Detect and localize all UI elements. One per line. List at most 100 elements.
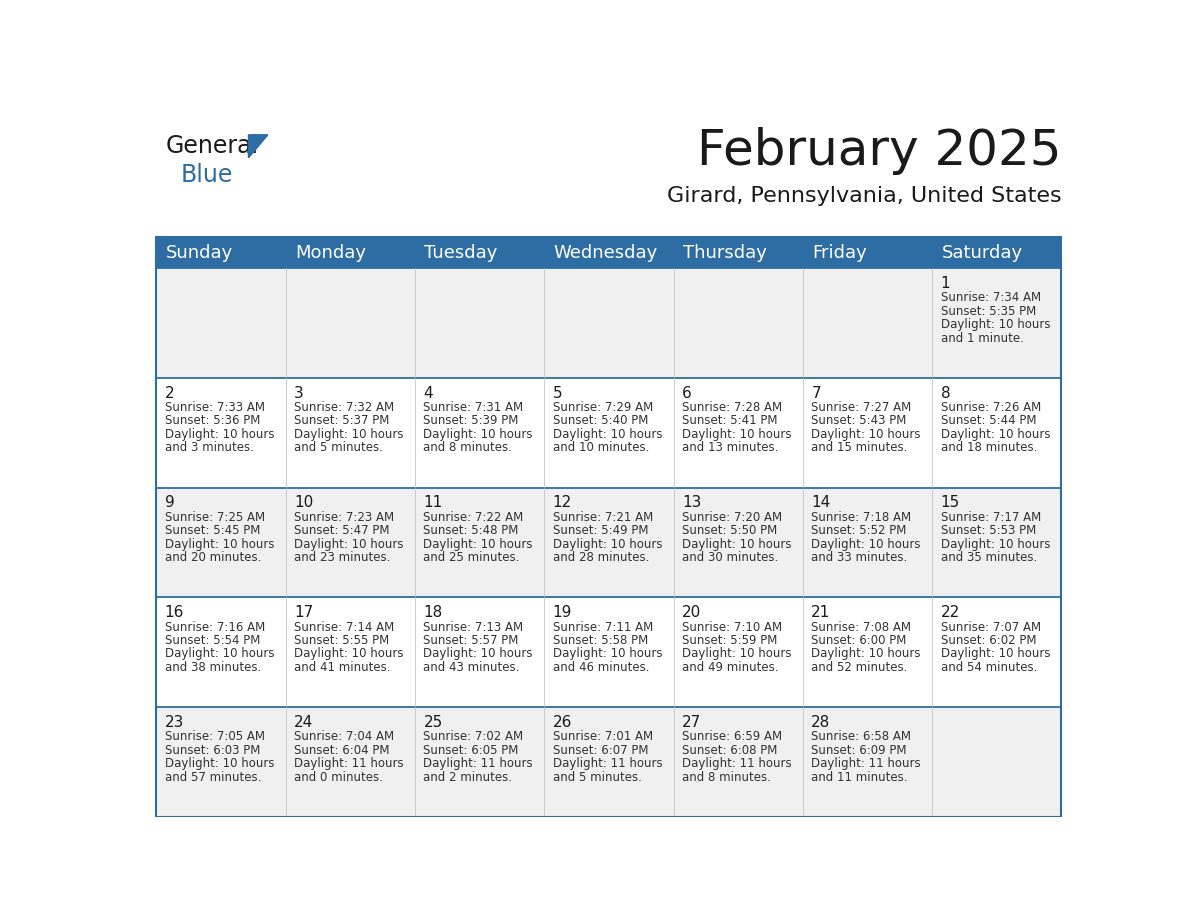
- Text: Sunset: 5:36 PM: Sunset: 5:36 PM: [165, 414, 260, 428]
- Text: Sunset: 5:41 PM: Sunset: 5:41 PM: [682, 414, 777, 428]
- Text: Friday: Friday: [813, 243, 867, 262]
- Text: Sunrise: 7:01 AM: Sunrise: 7:01 AM: [552, 731, 653, 744]
- Text: Sunrise: 7:21 AM: Sunrise: 7:21 AM: [552, 510, 653, 523]
- Text: 20: 20: [682, 605, 701, 621]
- Text: Sunrise: 7:16 AM: Sunrise: 7:16 AM: [165, 621, 265, 633]
- Text: Daylight: 10 hours: Daylight: 10 hours: [165, 428, 274, 441]
- Text: and 20 minutes.: and 20 minutes.: [165, 551, 261, 565]
- Text: Daylight: 10 hours: Daylight: 10 hours: [941, 428, 1050, 441]
- Bar: [157, 487, 285, 598]
- Bar: [157, 378, 285, 487]
- Text: Daylight: 11 hours: Daylight: 11 hours: [423, 757, 533, 770]
- Text: Daylight: 10 hours: Daylight: 10 hours: [165, 757, 274, 770]
- Text: 10: 10: [295, 496, 314, 510]
- Text: and 35 minutes.: and 35 minutes.: [941, 551, 1037, 565]
- Text: Daylight: 10 hours: Daylight: 10 hours: [423, 428, 533, 441]
- Text: Sunrise: 7:02 AM: Sunrise: 7:02 AM: [423, 731, 524, 744]
- Text: Sunrise: 7:31 AM: Sunrise: 7:31 AM: [423, 401, 524, 414]
- Text: and 0 minutes.: and 0 minutes.: [295, 771, 383, 784]
- Text: 13: 13: [682, 496, 701, 510]
- Text: Sunset: 5:57 PM: Sunset: 5:57 PM: [423, 634, 519, 647]
- Text: Sunrise: 7:26 AM: Sunrise: 7:26 AM: [941, 401, 1041, 414]
- Text: and 28 minutes.: and 28 minutes.: [552, 551, 649, 565]
- Bar: [674, 268, 803, 378]
- Text: Saturday: Saturday: [941, 243, 1023, 262]
- Text: Sunset: 5:47 PM: Sunset: 5:47 PM: [295, 524, 390, 537]
- Bar: [415, 707, 544, 817]
- Text: Daylight: 10 hours: Daylight: 10 hours: [811, 647, 921, 660]
- Text: and 46 minutes.: and 46 minutes.: [552, 661, 649, 674]
- Text: and 23 minutes.: and 23 minutes.: [295, 551, 391, 565]
- Bar: [415, 598, 544, 707]
- Bar: [544, 707, 674, 817]
- Text: and 8 minutes.: and 8 minutes.: [423, 442, 512, 454]
- Text: Sunset: 5:55 PM: Sunset: 5:55 PM: [295, 634, 390, 647]
- Text: 14: 14: [811, 496, 830, 510]
- Text: Sunset: 6:05 PM: Sunset: 6:05 PM: [423, 744, 519, 756]
- Text: Sunset: 5:44 PM: Sunset: 5:44 PM: [941, 414, 1036, 428]
- Text: Sunrise: 7:32 AM: Sunrise: 7:32 AM: [295, 401, 394, 414]
- Text: Sunrise: 7:14 AM: Sunrise: 7:14 AM: [295, 621, 394, 633]
- Text: Daylight: 10 hours: Daylight: 10 hours: [165, 538, 274, 551]
- Text: Sunset: 5:48 PM: Sunset: 5:48 PM: [423, 524, 519, 537]
- Text: Daylight: 11 hours: Daylight: 11 hours: [811, 757, 921, 770]
- Text: Sunrise: 7:11 AM: Sunrise: 7:11 AM: [552, 621, 653, 633]
- Text: Daylight: 10 hours: Daylight: 10 hours: [682, 647, 791, 660]
- Text: Sunset: 5:39 PM: Sunset: 5:39 PM: [423, 414, 519, 428]
- Text: Sunrise: 7:07 AM: Sunrise: 7:07 AM: [941, 621, 1041, 633]
- Bar: [157, 237, 1061, 268]
- Text: Sunrise: 7:10 AM: Sunrise: 7:10 AM: [682, 621, 782, 633]
- Text: Sunrise: 7:34 AM: Sunrise: 7:34 AM: [941, 291, 1041, 304]
- Bar: [415, 487, 544, 598]
- Text: Sunrise: 7:25 AM: Sunrise: 7:25 AM: [165, 510, 265, 523]
- Bar: [803, 598, 933, 707]
- Text: Sunset: 5:45 PM: Sunset: 5:45 PM: [165, 524, 260, 537]
- Text: Daylight: 10 hours: Daylight: 10 hours: [552, 647, 662, 660]
- Text: Sunrise: 7:33 AM: Sunrise: 7:33 AM: [165, 401, 265, 414]
- Text: Daylight: 10 hours: Daylight: 10 hours: [295, 538, 404, 551]
- Text: Sunrise: 7:18 AM: Sunrise: 7:18 AM: [811, 510, 911, 523]
- Text: 24: 24: [295, 715, 314, 730]
- Text: Daylight: 10 hours: Daylight: 10 hours: [682, 538, 791, 551]
- Text: Sunrise: 7:08 AM: Sunrise: 7:08 AM: [811, 621, 911, 633]
- Bar: [933, 378, 1061, 487]
- Text: Daylight: 10 hours: Daylight: 10 hours: [941, 647, 1050, 660]
- Text: Sunset: 6:04 PM: Sunset: 6:04 PM: [295, 744, 390, 756]
- Bar: [933, 707, 1061, 817]
- Text: Sunset: 5:53 PM: Sunset: 5:53 PM: [941, 524, 1036, 537]
- Text: 26: 26: [552, 715, 573, 730]
- Text: 27: 27: [682, 715, 701, 730]
- Text: Sunrise: 7:20 AM: Sunrise: 7:20 AM: [682, 510, 782, 523]
- Text: 25: 25: [423, 715, 443, 730]
- Text: Daylight: 10 hours: Daylight: 10 hours: [165, 647, 274, 660]
- Bar: [415, 378, 544, 487]
- Text: Blue: Blue: [181, 163, 233, 187]
- Text: Daylight: 11 hours: Daylight: 11 hours: [295, 757, 404, 770]
- Text: Sunrise: 6:59 AM: Sunrise: 6:59 AM: [682, 731, 782, 744]
- Text: Sunset: 5:40 PM: Sunset: 5:40 PM: [552, 414, 649, 428]
- Bar: [933, 487, 1061, 598]
- Bar: [544, 487, 674, 598]
- Text: 7: 7: [811, 386, 821, 400]
- Text: Wednesday: Wednesday: [554, 243, 658, 262]
- Text: and 30 minutes.: and 30 minutes.: [682, 551, 778, 565]
- Text: 21: 21: [811, 605, 830, 621]
- Text: Sunrise: 7:04 AM: Sunrise: 7:04 AM: [295, 731, 394, 744]
- Text: and 54 minutes.: and 54 minutes.: [941, 661, 1037, 674]
- Text: February 2025: February 2025: [697, 127, 1061, 175]
- Text: 22: 22: [941, 605, 960, 621]
- Text: and 43 minutes.: and 43 minutes.: [423, 661, 520, 674]
- Text: Sunset: 5:52 PM: Sunset: 5:52 PM: [811, 524, 906, 537]
- Bar: [803, 378, 933, 487]
- Text: Sunset: 5:50 PM: Sunset: 5:50 PM: [682, 524, 777, 537]
- Text: Daylight: 10 hours: Daylight: 10 hours: [941, 318, 1050, 331]
- Text: Daylight: 10 hours: Daylight: 10 hours: [552, 428, 662, 441]
- Bar: [157, 598, 285, 707]
- Text: Daylight: 10 hours: Daylight: 10 hours: [941, 538, 1050, 551]
- Text: and 13 minutes.: and 13 minutes.: [682, 442, 778, 454]
- Text: Sunset: 5:35 PM: Sunset: 5:35 PM: [941, 305, 1036, 318]
- Text: Sunset: 5:59 PM: Sunset: 5:59 PM: [682, 634, 777, 647]
- Text: Daylight: 10 hours: Daylight: 10 hours: [811, 538, 921, 551]
- Text: Sunrise: 7:23 AM: Sunrise: 7:23 AM: [295, 510, 394, 523]
- Bar: [803, 268, 933, 378]
